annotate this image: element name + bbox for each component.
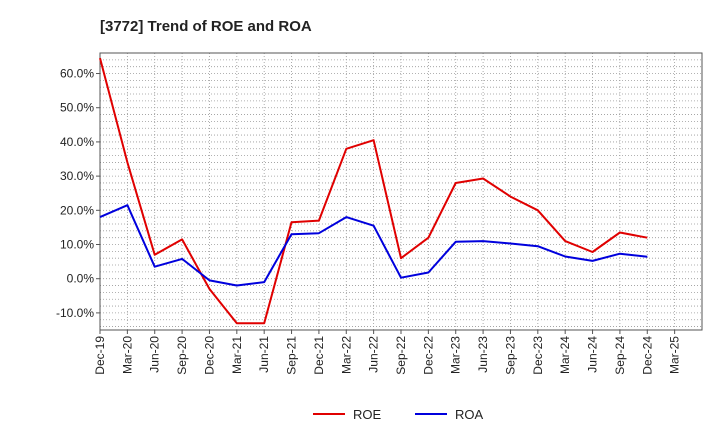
- x-tick-label: Jun-20: [148, 336, 162, 373]
- x-tick-label: Dec-20: [202, 336, 216, 375]
- x-tick-label: Sep-24: [613, 336, 627, 375]
- x-tick-label: Sep-23: [503, 336, 517, 375]
- x-tick-label: Mar-25: [668, 336, 682, 374]
- y-tick-label: 0.0%: [67, 272, 95, 286]
- x-tick-label: Dec-19: [93, 336, 107, 375]
- x-tick-label: Sep-22: [394, 336, 408, 375]
- y-tick-label: 20.0%: [60, 203, 94, 217]
- legend-label-roe: ROE: [353, 407, 382, 422]
- legend: ROE ROA: [313, 407, 484, 422]
- x-tick-label: Dec-23: [531, 336, 545, 375]
- x-tick-label: Mar-20: [120, 336, 134, 374]
- y-tick-label: 50.0%: [60, 101, 94, 115]
- x-tick-label: Mar-23: [449, 336, 463, 374]
- series-line-roe: [99, 57, 648, 325]
- chart-title: [3772] Trend of ROE and ROA: [100, 18, 312, 35]
- x-tick-label: Sep-20: [175, 336, 189, 375]
- x-tick-label: Dec-21: [312, 336, 326, 375]
- x-tick-label: Mar-24: [558, 336, 572, 374]
- y-tick-label: -10.0%: [56, 306, 94, 320]
- x-axis: Dec-19 Mar-20 Jun-20 Sep-20 Dec-20 Mar-21 Jun-…: [93, 330, 682, 375]
- x-tick-label: Mar-21: [230, 336, 244, 374]
- x-tick-label: Jun-24: [586, 336, 600, 373]
- y-tick-label: 30.0%: [60, 169, 94, 183]
- x-tick-label: Dec-22: [421, 336, 435, 375]
- y-tick-label: 10.0%: [60, 238, 94, 252]
- x-tick-label: Jun-22: [367, 336, 381, 373]
- y-tick-label: 60.0%: [60, 67, 94, 81]
- x-tick-label: Jun-21: [257, 336, 271, 373]
- series-line-roa: [99, 204, 648, 287]
- x-tick-label: Sep-21: [285, 336, 299, 375]
- series-lines: [99, 57, 648, 325]
- y-axis: -10.0% 0.0% 10.0% 20.0% 30.0% 40.0% 50.0% 60.0%: [56, 67, 100, 320]
- grid: [100, 53, 702, 330]
- y-tick-label: 40.0%: [60, 135, 94, 149]
- x-tick-label: Dec-24: [640, 336, 654, 375]
- x-tick-label: Jun-23: [476, 336, 490, 373]
- legend-label-roa: ROA: [455, 407, 484, 422]
- x-tick-label: Mar-22: [339, 336, 353, 374]
